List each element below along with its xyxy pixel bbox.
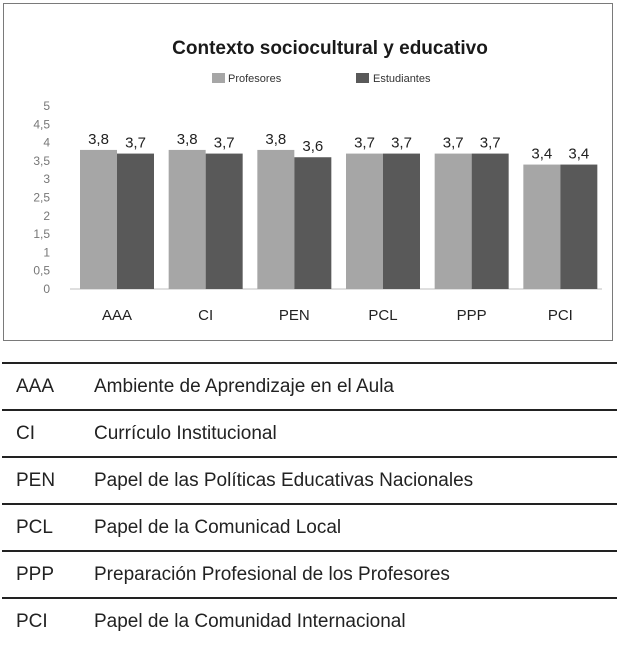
data-label: 3,7 xyxy=(214,135,235,152)
data-label: 3,7 xyxy=(391,135,412,152)
abbreviation-cell: PEN xyxy=(16,469,56,491)
y-tick-label: 5 xyxy=(43,99,50,113)
table-row: PEN Papel de las Políticas Educativas Nac… xyxy=(2,457,617,504)
category-label: AAA xyxy=(102,307,132,324)
category-label: PPP xyxy=(457,307,487,324)
bar-estudiantes-pcl xyxy=(383,153,420,289)
abbreviation-cell: PCI xyxy=(16,611,48,632)
y-tick-label: 1 xyxy=(43,245,50,259)
bar-estudiantes-ci xyxy=(205,153,243,289)
bar-profesores-pen xyxy=(257,149,295,289)
y-tick-label: 2 xyxy=(43,209,50,223)
abbreviation-cell: CI xyxy=(16,422,35,444)
table-row: AAA Ambiente de Aprendizaje en el Aula xyxy=(2,363,617,410)
bar-estudiantes-pen xyxy=(294,157,332,289)
description-cell: Papel de la Comunicad Local xyxy=(94,516,342,538)
description-cell: Papel de la Comunidad Internacional xyxy=(94,611,406,632)
table-row: PCL Papel de la Comunicad Local xyxy=(2,504,617,551)
chart-frame: Contexto sociocultural y educativo Profe… xyxy=(3,3,613,341)
y-tick-label: 3 xyxy=(43,172,50,186)
bar-estudiantes-pci xyxy=(560,164,598,289)
description-cell: Papel de las Políticas Educativas Nacion… xyxy=(94,469,474,491)
category-labels: AAA CI PEN PCL PPP PCI xyxy=(102,307,573,324)
data-label: 3,8 xyxy=(88,131,109,148)
abbreviation-cell: PPP xyxy=(16,563,55,585)
bar-profesores-pcl xyxy=(346,153,383,289)
data-label: 3,7 xyxy=(125,135,146,152)
data-label: 3,8 xyxy=(265,131,286,148)
category-label: PCL xyxy=(368,307,397,324)
y-tick-label: 1,5 xyxy=(33,227,50,241)
legend-swatch-estudiantes xyxy=(356,73,369,83)
bar-profesores-ci xyxy=(168,149,206,289)
legend-label-estudiantes: Estudiantes xyxy=(373,73,431,85)
legend-swatch-profesores xyxy=(212,73,225,83)
data-label: 3,7 xyxy=(480,135,501,152)
data-label: 3,7 xyxy=(354,135,375,152)
data-labels: 3,8 3,7 3,8 3,7 3,8 3,6 3,7 3,7 3,7 3,7 3,4 3,4 xyxy=(88,131,589,163)
bar-profesores-pci xyxy=(523,164,561,289)
data-label: 3,4 xyxy=(531,146,552,163)
y-tick-label: 0 xyxy=(43,282,50,296)
data-label: 3,7 xyxy=(443,135,464,152)
abbreviation-cell: PCL xyxy=(16,516,53,538)
abbreviation-table: AAA Ambiente de Aprendizaje en el Aula CI C… xyxy=(2,362,617,645)
category-label: PCI xyxy=(548,307,573,324)
data-label: 3,6 xyxy=(302,138,323,155)
bar-profesores-aaa xyxy=(80,149,117,289)
category-label: PEN xyxy=(279,307,310,324)
bars xyxy=(80,149,598,289)
y-tick-label: 4,5 xyxy=(33,117,50,131)
y-tick-label: 3,5 xyxy=(33,154,50,168)
abbreviation-cell: AAA xyxy=(16,375,55,397)
description-cell: Currículo Institucional xyxy=(94,422,277,444)
data-label: 3,4 xyxy=(568,146,589,163)
y-tick-label: 0,5 xyxy=(33,264,50,278)
description-cell: Ambiente de Aprendizaje en el Aula xyxy=(94,375,394,397)
data-label: 3,8 xyxy=(177,131,198,148)
y-tick-label: 4 xyxy=(43,136,50,150)
y-tick-label: 2,5 xyxy=(33,191,50,205)
bar-estudiantes-aaa xyxy=(117,153,154,289)
legend-label-profesores: Profesores xyxy=(228,73,282,85)
table-row: PPP Preparación Profesional de los Profes… xyxy=(2,551,617,598)
description-cell: Preparación Profesional de los Profesore… xyxy=(94,563,450,585)
bar-estudiantes-ppp xyxy=(471,153,509,289)
category-label: CI xyxy=(198,307,213,324)
bar-chart: Contexto sociocultural y educativo Profe… xyxy=(33,38,602,324)
table-row: PCI Papel de la Comunidad Internacional xyxy=(2,598,617,645)
y-axis: 0 0,5 1 1,5 2 2,5 3 3,5 4 4,5 5 xyxy=(33,99,602,296)
chart-title: Contexto sociocultural y educativo xyxy=(172,38,488,59)
bar-profesores-ppp xyxy=(434,153,472,289)
table-row: CI Currículo Institucional xyxy=(2,410,617,457)
